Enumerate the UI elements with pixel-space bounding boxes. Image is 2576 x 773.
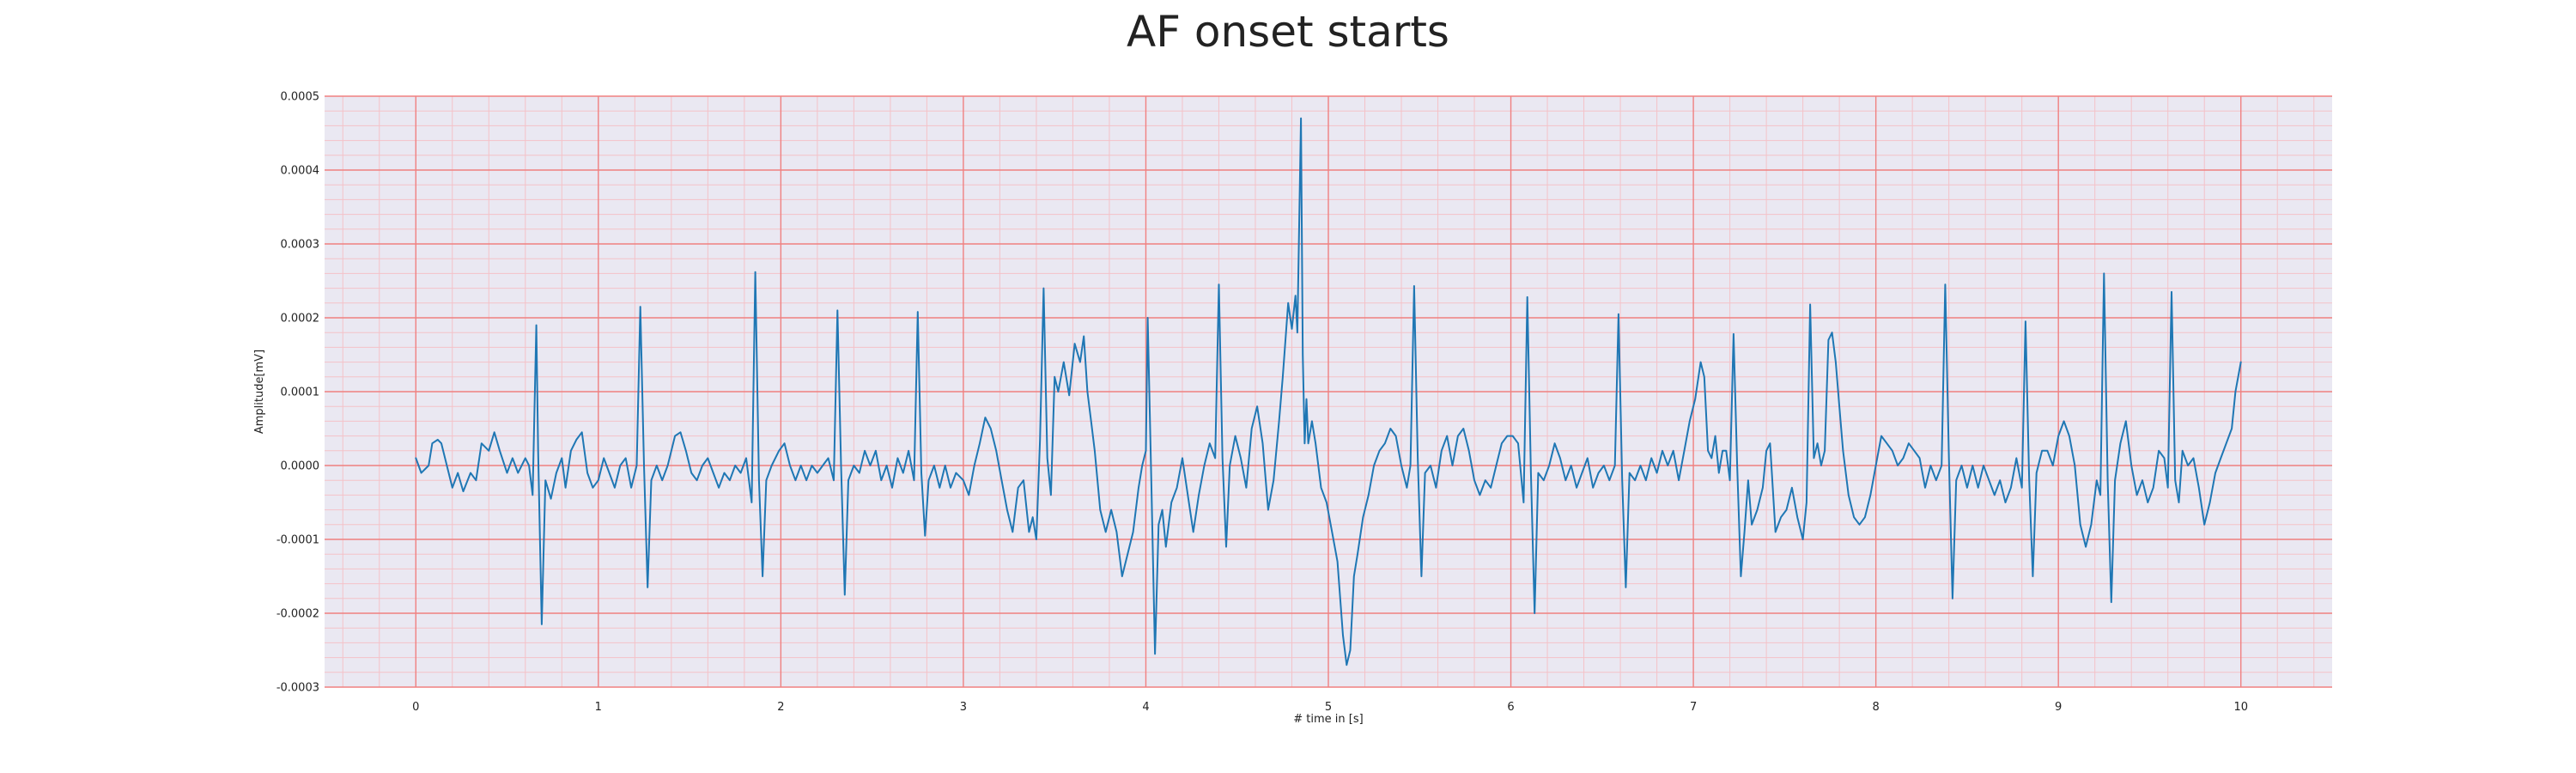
x-tick-label: 9 bbox=[2055, 701, 2062, 714]
x-tick-label: 6 bbox=[1507, 701, 1514, 714]
y-tick-label: 0.0003 bbox=[281, 239, 320, 252]
y-axis-label: Amplitude[mV] bbox=[253, 350, 266, 434]
y-tick-label: 0.0002 bbox=[281, 313, 320, 326]
x-tick-label: 10 bbox=[2233, 701, 2248, 714]
series-line bbox=[415, 117, 2242, 666]
x-axis-label: # time in [s] bbox=[1293, 713, 1363, 726]
x-axis: 0 1 2 3 4 5 6 7 8 9 10 bbox=[412, 701, 2248, 714]
x-tick-label: 4 bbox=[1142, 701, 1149, 714]
y-tick-label: 0.0004 bbox=[281, 165, 320, 178]
y-tick-label: 0.0001 bbox=[281, 386, 320, 399]
y-tick-label: 0.0005 bbox=[281, 91, 320, 104]
x-tick-label: 8 bbox=[1872, 701, 1879, 714]
y-tick-label: 0.0000 bbox=[281, 460, 320, 473]
y-tick-label: -0.0003 bbox=[276, 682, 319, 695]
x-tick-label: 2 bbox=[777, 701, 784, 714]
x-tick-label: 7 bbox=[1690, 701, 1697, 714]
x-tick-label: 3 bbox=[960, 701, 967, 714]
y-axis: -0.0003 -0.0002 -0.0001 0.0000 0.0001 0.0002 0… bbox=[276, 91, 319, 695]
y-tick-label: -0.0001 bbox=[276, 534, 319, 547]
series-layer bbox=[415, 117, 2242, 666]
chart-title: AF onset starts bbox=[1127, 7, 1449, 57]
y-tick-label: -0.0002 bbox=[276, 608, 319, 621]
x-tick-label: 5 bbox=[1325, 701, 1332, 714]
x-tick-label: 1 bbox=[595, 701, 602, 714]
x-tick-label: 0 bbox=[412, 701, 419, 714]
